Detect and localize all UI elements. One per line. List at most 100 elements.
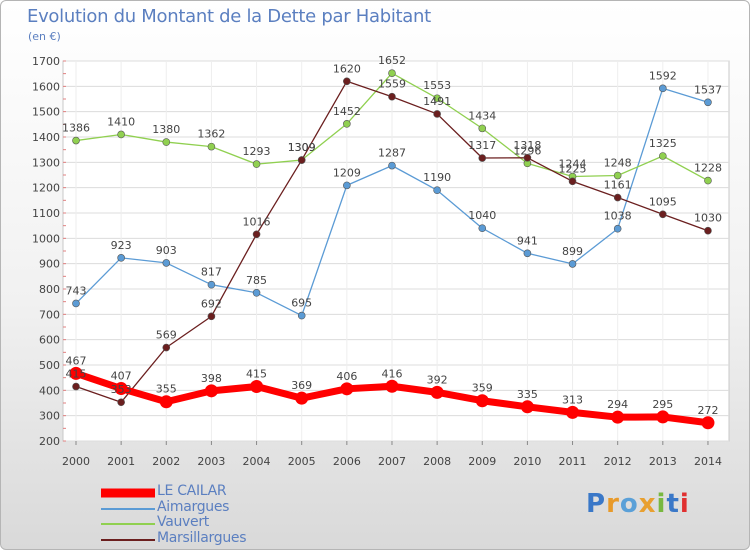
data-point-marsillargues [72,382,80,391]
y-tick-label: 600 [39,334,60,347]
data-label-vauvert: 1386 [62,122,90,135]
data-point-marsillargues [207,312,216,321]
logo-letter: P [586,489,607,519]
data-label-vauvert: 1452 [333,105,361,118]
y-tick-label: 1700 [32,55,60,68]
data-point-le-cailar [611,410,625,424]
data-label-vauvert: 1325 [649,137,677,150]
logo-letter: x [638,489,657,519]
legend-swatch [101,507,155,510]
data-point-vauvert [72,136,80,145]
y-tick-label: 1300 [32,156,60,169]
data-point-vauvert [659,152,667,160]
data-label-marsillargues: 1225 [559,162,587,175]
y-tick-label: 400 [39,384,60,397]
data-label-le-cailar: 355 [156,383,177,396]
data-point-vauvert [613,171,622,180]
x-tick-label: 2004 [243,455,271,468]
data-label-marsillargues: 1317 [468,139,496,152]
data-point-aimargues [613,224,622,233]
y-tick-label: 500 [39,359,60,372]
data-point-aimargues [659,84,667,93]
data-point-le-cailar [520,400,534,414]
data-label-marsillargues: 569 [156,329,177,342]
data-label-aimargues: 1537 [694,83,722,96]
data-label-vauvert: 1410 [107,115,135,128]
proxiti-logo: Proxiti [586,489,690,519]
data-label-le-cailar: 294 [607,398,628,411]
y-tick-label: 1200 [32,182,60,195]
data-label-aimargues: 941 [517,234,538,247]
x-tick-label: 2014 [694,455,722,468]
data-label-le-cailar: 407 [111,370,132,383]
data-point-marsillargues [162,343,171,352]
data-label-vauvert: 1293 [243,145,271,158]
data-point-marsillargues [433,110,441,118]
x-tick-label: 2010 [513,455,541,468]
data-label-aimargues: 1190 [423,171,451,184]
data-label-le-cailar: 416 [381,367,402,380]
data-point-marsillargues [659,210,667,219]
data-label-marsillargues: 1161 [604,179,632,192]
chart-subtitle: (en €) [28,30,61,43]
data-point-vauvert [252,160,261,168]
data-point-aimargues [568,260,577,268]
data-point-aimargues [297,311,306,320]
data-point-vauvert [388,69,396,77]
data-label-aimargues: 923 [111,239,132,252]
x-tick-label: 2006 [333,455,361,468]
data-point-marsillargues [704,226,712,235]
data-label-marsillargues: 1030 [694,212,722,225]
data-label-aimargues: 743 [66,284,87,297]
y-tick-label: 1000 [32,232,60,245]
data-point-aimargues [207,280,216,289]
data-label-aimargues: 1209 [333,166,361,179]
data-point-aimargues [388,161,396,170]
y-tick-label: 900 [39,258,60,271]
data-point-marsillargues [613,193,622,202]
data-point-marsillargues [252,230,261,239]
data-point-le-cailar [159,395,173,409]
x-tick-label: 2012 [604,455,632,468]
data-label-vauvert: 1434 [468,109,496,122]
legend-label: Aimargues [157,498,230,515]
data-label-le-cailar: 272 [697,404,718,417]
data-point-le-cailar [430,385,444,399]
y-tick-label: 1400 [32,131,60,144]
data-label-marsillargues: 1016 [243,215,271,228]
data-label-le-cailar: 406 [336,370,357,383]
data-label-vauvert: 1309 [288,141,316,154]
legend-label: LE CAILAR [157,483,227,499]
data-label-aimargues: 695 [291,297,312,310]
y-tick-label: 1100 [32,207,60,220]
y-tick-label: 1500 [32,106,60,119]
x-tick-label: 2002 [152,455,180,468]
data-point-vauvert [117,130,125,139]
data-label-marsillargues: 353 [111,383,132,396]
data-label-le-cailar: 415 [246,368,267,381]
data-point-aimargues [433,186,441,194]
data-label-marsillargues: 1491 [423,95,451,108]
data-label-vauvert: 1248 [604,157,632,170]
data-point-aimargues [343,181,351,190]
x-tick-label: 2001 [107,455,135,468]
logo-letter: i [679,489,690,519]
data-label-aimargues: 785 [246,274,267,287]
data-label-aimargues: 1287 [378,147,406,160]
x-tick-label: 2013 [649,455,677,468]
data-label-le-cailar: 398 [201,372,222,385]
data-label-le-cailar: 467 [66,354,87,367]
data-point-aimargues [72,299,80,308]
data-point-vauvert [704,176,712,185]
data-label-vauvert: 1362 [197,128,225,141]
y-tick-label: 300 [39,410,60,423]
data-point-vauvert [343,120,351,128]
y-tick-label: 1600 [32,80,60,93]
logo-letter: i [656,489,667,519]
data-label-aimargues: 1592 [649,69,677,82]
data-label-le-cailar: 313 [562,393,583,406]
data-point-aimargues [704,98,712,107]
x-tick-label: 2000 [62,455,90,468]
data-label-aimargues: 903 [156,244,177,257]
data-label-marsillargues: 1620 [333,62,361,75]
